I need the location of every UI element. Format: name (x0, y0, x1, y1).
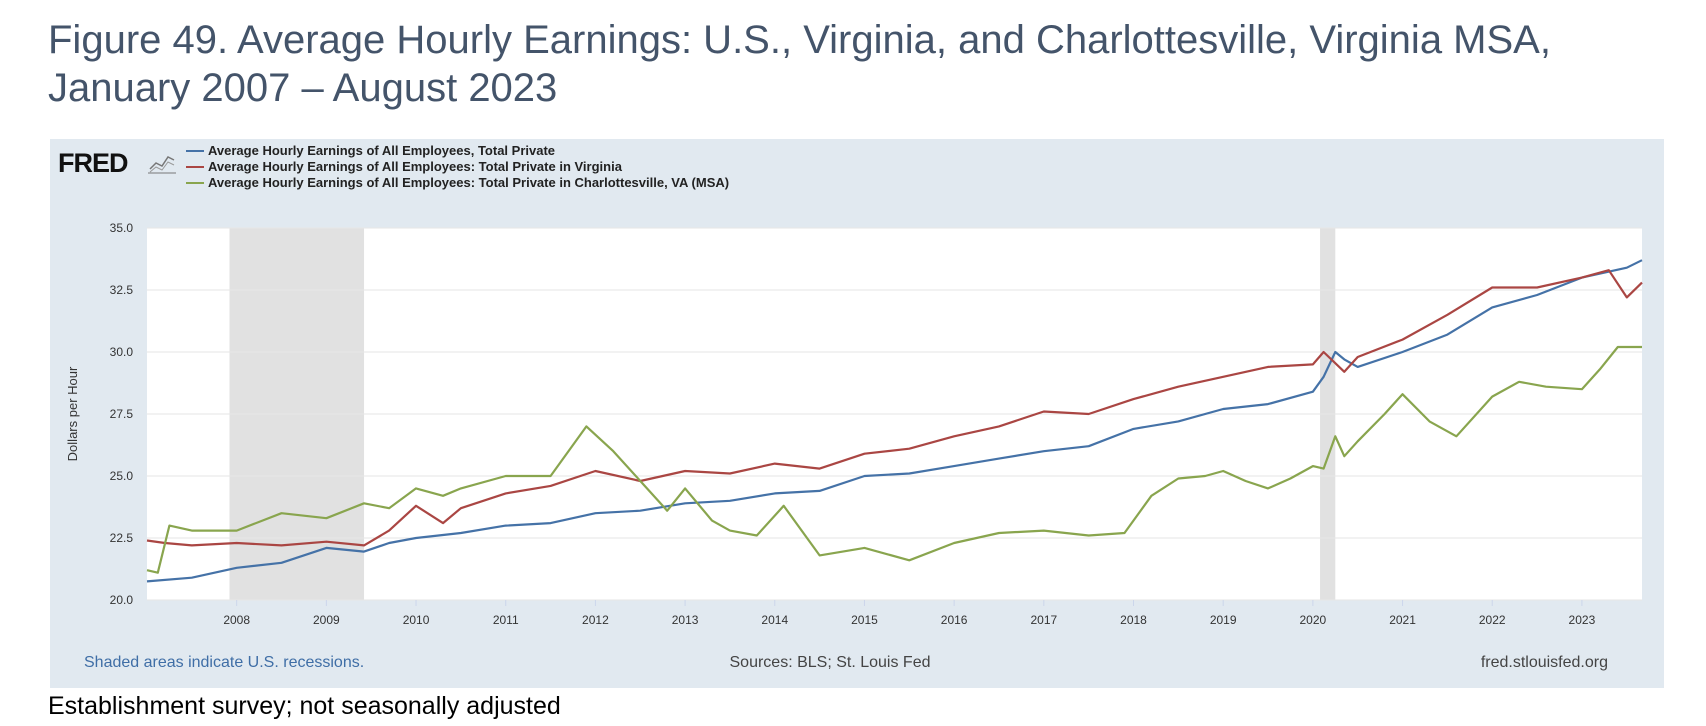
footnote: Establishment survey; not seasonally adj… (48, 692, 561, 720)
chart-legend: Average Hourly Earnings of All Employees… (186, 143, 729, 190)
x-tick-label: 2022 (1479, 613, 1506, 627)
x-tick-label: 2012 (582, 613, 609, 627)
x-tick-label: 2009 (313, 613, 340, 627)
x-tick-label: 2011 (493, 613, 519, 627)
x-tick-label: 2019 (1210, 613, 1237, 627)
legend-label-cville[interactable]: Average Hourly Earnings of All Employees… (208, 175, 729, 190)
series-lines (146, 259, 1643, 583)
x-tick-label: 2023 (1569, 613, 1596, 627)
y-axis-ticks: 20.0 22.5 25.0 27.5 30.0 32.5 35.0 (110, 221, 134, 607)
fred-url-link[interactable]: fred.stlouisfed.org (1481, 654, 1608, 671)
x-tick-label: 2020 (1300, 613, 1327, 627)
x-tick-label: 2015 (851, 613, 878, 627)
y-tick-label: 20.0 (110, 593, 134, 607)
y-tick-label: 27.5 (110, 407, 134, 421)
sources-text: Sources: BLS; St. Louis Fed (730, 654, 931, 671)
figure-title: Figure 49. Average Hourly Earnings: U.S.… (48, 18, 1551, 110)
legend-label-va[interactable]: Average Hourly Earnings of All Employees… (208, 159, 623, 174)
recession-note: Shaded areas indicate U.S. recessions. (84, 654, 364, 671)
series-line-va[interactable] (146, 269, 1643, 547)
x-tick-label: 2016 (941, 613, 968, 627)
chart-line-icon (148, 156, 176, 174)
x-tick-label: 2008 (223, 613, 250, 627)
y-tick-label: 22.5 (110, 531, 134, 545)
x-tick-label: 2013 (672, 613, 699, 627)
y-axis-label: Dollars per Hour (65, 366, 80, 461)
gridlines (147, 227, 1642, 601)
legend-label-us[interactable]: Average Hourly Earnings of All Employees… (208, 143, 555, 158)
y-tick-label: 25.0 (110, 469, 134, 483)
x-tick-label: 2018 (1120, 613, 1147, 627)
x-tick-label: 2021 (1389, 613, 1416, 627)
x-tick-label: 2010 (403, 613, 430, 627)
series-line-us[interactable] (146, 259, 1643, 583)
y-tick-label: 35.0 (110, 221, 134, 235)
fred-chart: FRED Average Hourly Earnings of All Empl… (58, 143, 1643, 671)
x-tick-label: 2017 (1030, 613, 1057, 627)
y-tick-label: 32.5 (110, 283, 134, 297)
fred-logo[interactable]: FRED (58, 148, 129, 178)
series-line-cville[interactable] (146, 345, 1642, 574)
x-axis-ticks: 2008 2009 2010 2011 2012 2013 2014 2015 2016 2017… (223, 600, 1596, 627)
x-tick-label: 2014 (761, 613, 788, 627)
y-tick-label: 30.0 (110, 345, 134, 359)
fred-chart-panel: FRED Average Hourly Earnings of All Empl… (50, 139, 1664, 688)
